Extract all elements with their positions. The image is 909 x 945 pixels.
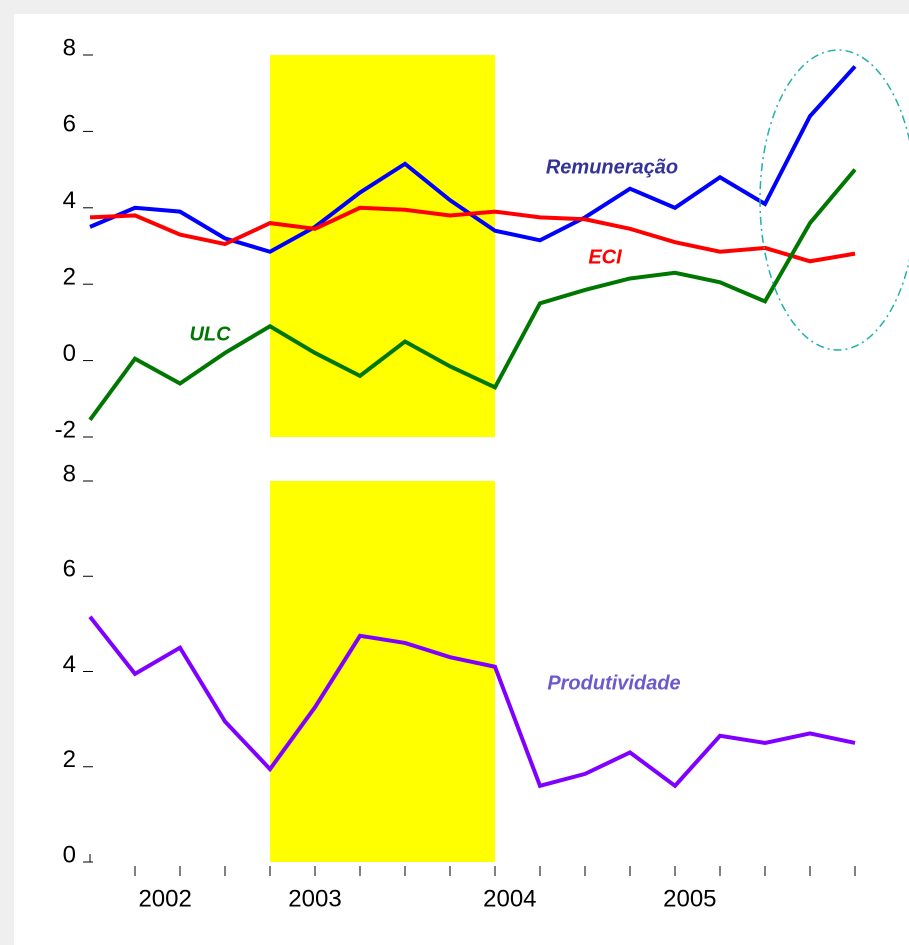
y-tick-label: 8 bbox=[63, 460, 76, 487]
series-line bbox=[89, 205, 856, 264]
shaded-period bbox=[270, 481, 495, 862]
y-tick-label: 8 bbox=[63, 34, 76, 61]
top-panel: -2 0 2 4 6 8 Remuneração ECI ULC bbox=[55, 34, 857, 443]
series-line bbox=[88, 615, 856, 789]
x-tick-label: 2002 bbox=[138, 885, 191, 912]
series-label: ECI bbox=[588, 246, 622, 268]
y-tick-label: 6 bbox=[63, 111, 76, 138]
x-tick-label: 2003 bbox=[288, 885, 341, 912]
y-tick-label: 2 bbox=[63, 264, 76, 291]
series-label: ULC bbox=[189, 323, 231, 345]
y-tick-label: 2 bbox=[63, 746, 76, 773]
y-tick-label: 4 bbox=[63, 651, 76, 678]
x-tick-label: 2004 bbox=[483, 885, 536, 912]
y-tick-label: 6 bbox=[63, 556, 76, 583]
y-tick-label: -2 bbox=[55, 416, 76, 443]
shaded-period bbox=[270, 55, 495, 437]
y-tick-label: 0 bbox=[63, 340, 76, 367]
x-tick-label: 2005 bbox=[663, 885, 716, 912]
bottom-panel: 0 2 4 6 8 2002 2003 2004 2005 Produtividade bbox=[63, 460, 856, 912]
series-label: Produtividade bbox=[547, 672, 680, 694]
y-tick-label: 4 bbox=[63, 187, 76, 214]
series-line bbox=[88, 168, 857, 421]
y-tick-label: 0 bbox=[63, 841, 76, 868]
highlight-ellipse bbox=[759, 49, 909, 351]
series-label: Remuneração bbox=[546, 156, 678, 178]
